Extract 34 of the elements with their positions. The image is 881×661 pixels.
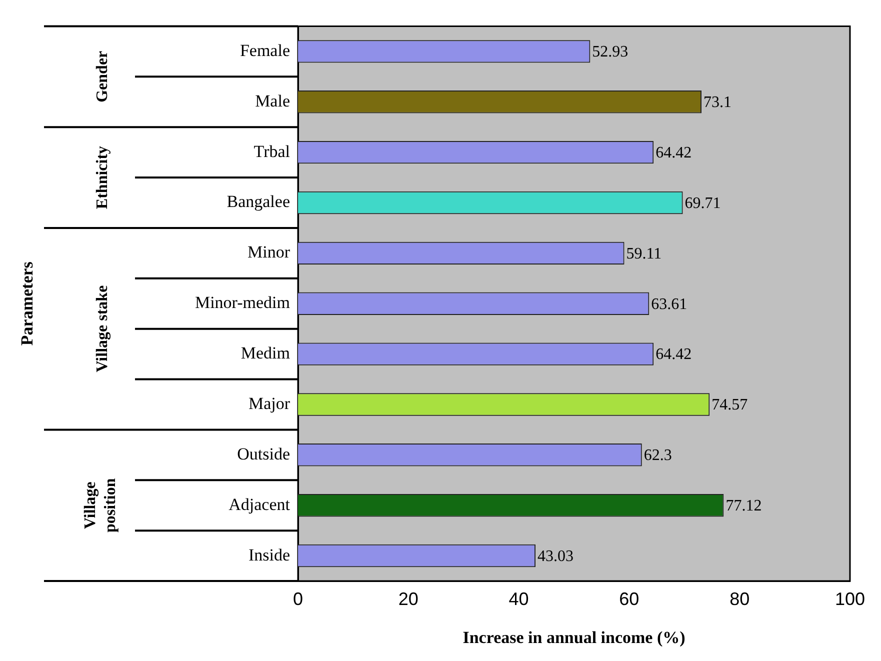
text: Village position — [82, 478, 120, 532]
y-tick-label: Major — [248, 394, 290, 413]
y-tick-label: Minor-medim — [194, 293, 290, 312]
x-tick-label: 60 — [619, 588, 640, 609]
x-tick-label: 40 — [508, 588, 529, 609]
x-axis-title: Increase in annual income (%) — [462, 628, 686, 648]
y-tick-label: Bangalee — [226, 192, 290, 212]
y-tick-label: Male — [255, 91, 290, 110]
data-label: 77.12 — [726, 498, 762, 515]
data-label: 69.71 — [684, 194, 721, 212]
text: Parameters — [17, 261, 36, 346]
data-label: 62.3 — [644, 447, 672, 464]
data-label: 64.42 — [656, 144, 692, 162]
data-label: 73.1 — [704, 94, 732, 112]
text: Village stake — [94, 285, 112, 372]
x-tick-label: 100 — [834, 588, 866, 609]
data-label: 64.42 — [656, 346, 692, 364]
data-label: 63.61 — [651, 296, 688, 313]
data-label: 74.57 — [712, 396, 748, 414]
y-tick-label: Trbal — [254, 142, 290, 161]
x-tick-label: 0 — [292, 588, 304, 609]
text: Ethnicity — [94, 146, 112, 210]
data-label: 43.03 — [538, 548, 574, 565]
data-label: 52.93 — [592, 44, 628, 61]
text: Gender — [94, 50, 112, 102]
y-tick-label: Adjacent — [228, 494, 290, 514]
y-tick-label: Minor — [248, 242, 290, 262]
data-label: 59.11 — [626, 245, 662, 262]
y-tick-label: Female — [240, 40, 290, 60]
y-tick-label: Outside — [237, 444, 290, 464]
x-tick-label: 20 — [398, 588, 418, 609]
x-tick-label: 80 — [730, 588, 750, 609]
y-tick-label: Medim — [240, 344, 290, 363]
y-tick-label: Inside — [248, 545, 290, 564]
